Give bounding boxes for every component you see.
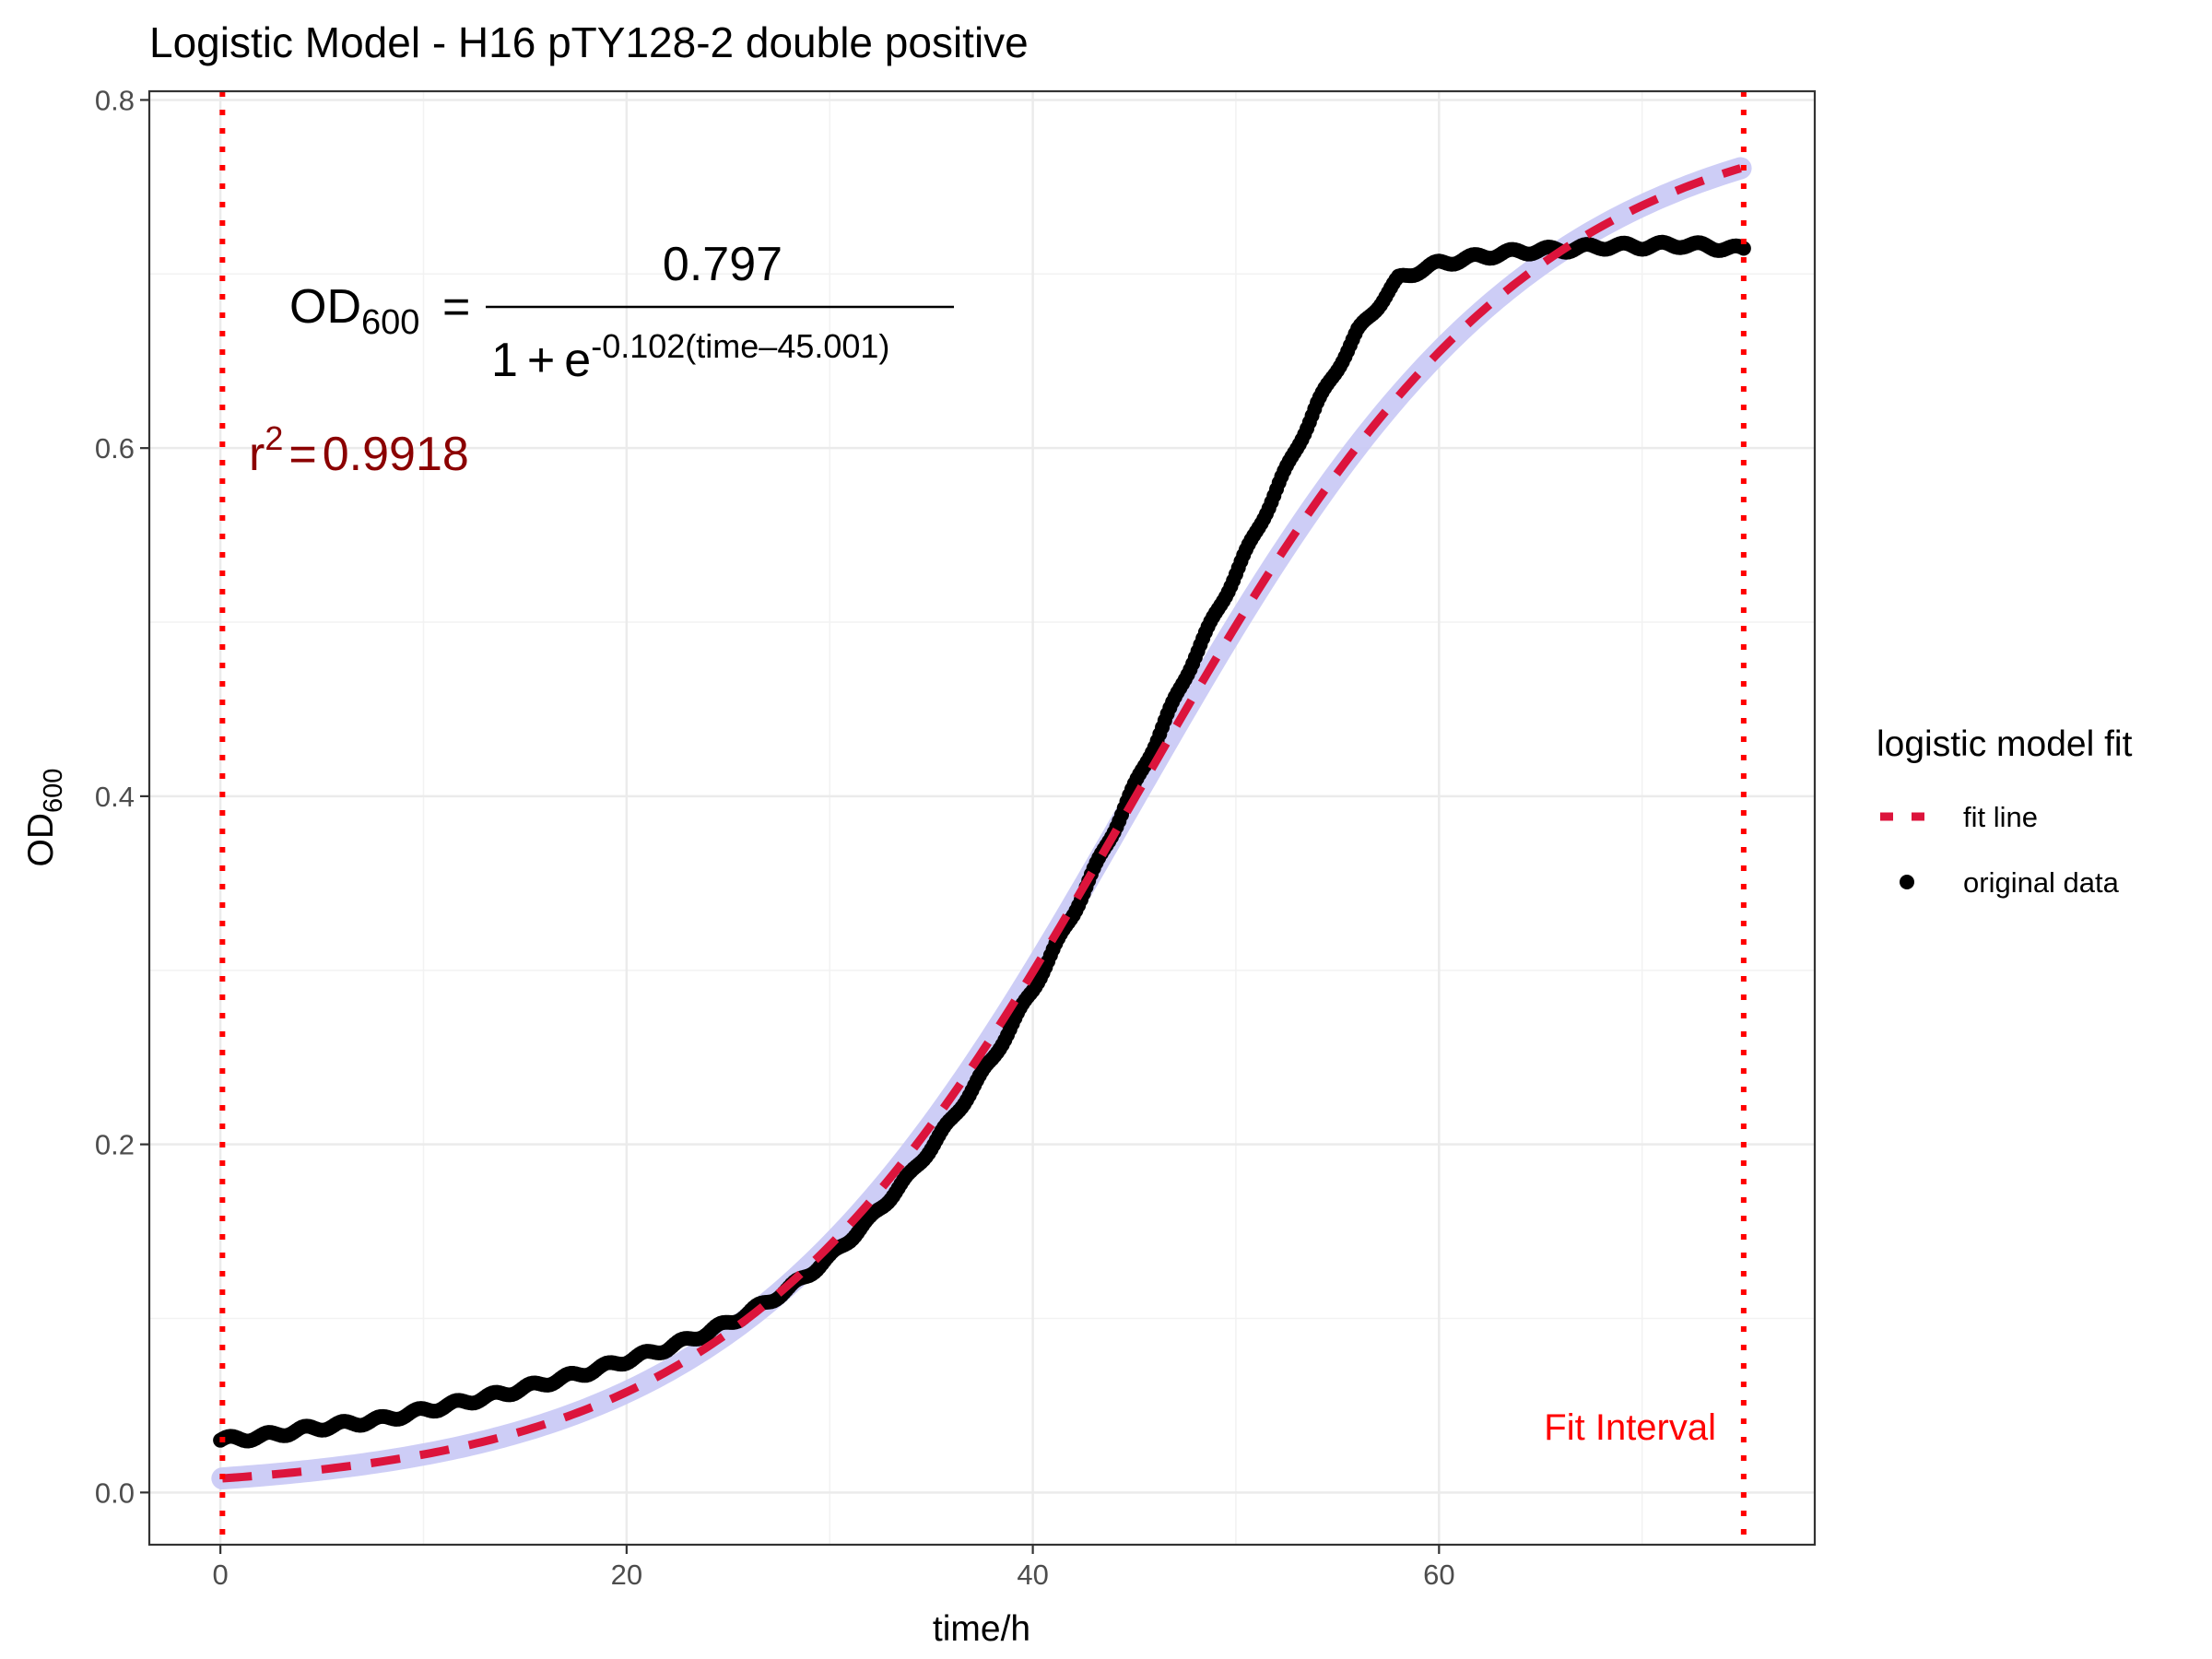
r-squared-equals: = (288, 428, 316, 481)
equation-lhs-sub: 600 (361, 303, 419, 342)
x-tick-label: 0 (213, 1559, 229, 1591)
equation-lhs: OD600 (289, 280, 419, 342)
r-squared-symbol: r (249, 428, 265, 481)
legend: logistic model fit fit line original dat… (1877, 724, 2133, 899)
x-axis-title: time/h (933, 1609, 1030, 1649)
fit-interval-lines (219, 91, 1747, 1545)
equation-plus: + (527, 334, 555, 387)
legend-label-original-data: original data (1963, 866, 2120, 899)
plot-background (149, 91, 1815, 1545)
equation-one: 1 (491, 334, 518, 387)
legend-key-original-data (1900, 875, 1914, 889)
equation-equals: = (442, 280, 470, 334)
y-axis-title-base: OD (21, 813, 61, 867)
y-tick-label: 0.6 (95, 432, 135, 465)
fit-interval-label: Fit Interval (1544, 1407, 1716, 1448)
x-axis: 0 20 40 60 (213, 1545, 1455, 1591)
r-squared-annotation: r2 = 0.9918 (249, 419, 469, 481)
r-squared-value: 0.9918 (323, 428, 469, 481)
y-axis-title-sub: 600 (39, 769, 68, 813)
plot-border (147, 89, 1817, 1547)
data-point (1735, 241, 1751, 256)
y-tick-label: 0.4 (95, 781, 135, 813)
fit-line (222, 164, 1742, 1483)
legend-title: logistic model fit (1877, 724, 2133, 764)
y-axis: 0.0 0.2 0.4 0.6 0.8 (95, 84, 149, 1509)
plot-panel (147, 89, 1817, 1547)
x-tick-label: 20 (611, 1559, 642, 1591)
fit-line-layer (222, 164, 1742, 1483)
chart-title: Logistic Model - H16 pTY128-2 double pos… (149, 18, 1029, 66)
equation-annotation: OD600 = 0.797 1 + e-0.102(time–45.001) (289, 238, 954, 387)
x-tick-label: 40 (1017, 1559, 1048, 1591)
equation-exponent: -0.102(time–45.001) (591, 327, 889, 365)
y-tick-label: 0.0 (95, 1477, 135, 1509)
y-tick-label: 0.8 (95, 84, 135, 116)
equation-e: e (564, 334, 591, 387)
equation-numerator: 0.797 (663, 238, 782, 291)
legend-label-fit-line: fit line (1963, 801, 2038, 833)
equation-denominator: 1 + e-0.102(time–45.001) (491, 327, 889, 387)
y-axis-title: OD600 (21, 769, 68, 867)
r-squared-power: 2 (265, 419, 283, 457)
x-tick-label: 60 (1423, 1559, 1454, 1591)
y-tick-label: 0.2 (95, 1129, 135, 1161)
equation-lhs-base: OD (289, 280, 361, 334)
